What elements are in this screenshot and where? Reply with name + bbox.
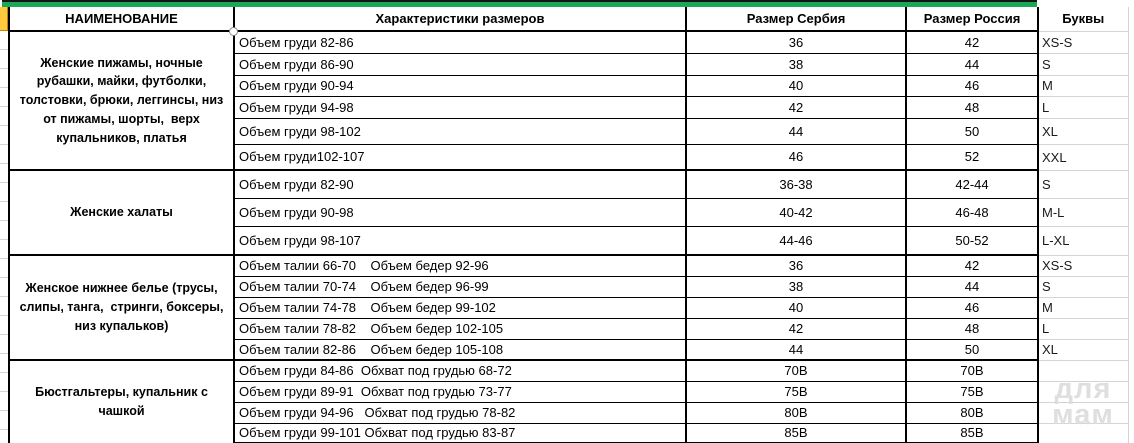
letters-cell[interactable]: XS-S <box>1037 31 1129 54</box>
serbia-size-cell[interactable]: 38 <box>685 52 907 76</box>
characteristic-cell[interactable]: Объем груди 84-86 Обхват под грудью 68-7… <box>233 359 687 382</box>
russia-size-cell[interactable]: 42 <box>905 254 1039 277</box>
letters-cell[interactable] <box>1037 381 1129 403</box>
characteristic-cell[interactable]: Объем талии 82-86 Объем бедер 105-108 <box>233 338 687 361</box>
characteristic-cell[interactable]: Объем груди 99-101 Обхват под грудью 83-… <box>233 422 687 443</box>
serbia-size-cell[interactable]: 40 <box>685 74 907 97</box>
characteristic-cell[interactable]: Объем груди 94-96 Обхват под грудью 78-8… <box>233 401 687 424</box>
serbia-size-cell[interactable]: 40 <box>685 296 907 319</box>
letters-cell[interactable]: M <box>1037 297 1129 319</box>
russia-size-cell[interactable]: 44 <box>905 275 1039 298</box>
letters-cell[interactable]: M-L <box>1037 198 1129 227</box>
letters-cell[interactable]: S <box>1037 276 1129 298</box>
characteristic-cell[interactable]: Объем талии 78-82 Объем бедер 102-105 <box>233 317 687 340</box>
characteristic-cell[interactable]: Объем груди102-107 <box>233 143 687 171</box>
serbia-size-cell[interactable]: 36-38 <box>685 169 907 199</box>
characteristic-cell[interactable]: Объем груди 90-98 <box>233 197 687 227</box>
serbia-size-cell[interactable]: 40-42 <box>685 197 907 227</box>
characteristic-cell[interactable]: Объем талии 74-78 Объем бедер 99-102 <box>233 296 687 319</box>
characteristic-cell[interactable]: Объем груди 82-90 <box>233 169 687 199</box>
serbia-size-cell[interactable]: 38 <box>685 275 907 298</box>
characteristic-cell[interactable]: Объем талии 70-74 Объем бедер 96-99 <box>233 275 687 298</box>
russia-size-cell[interactable]: 75В <box>905 380 1039 403</box>
russia-size-cell[interactable]: 50 <box>905 117 1039 145</box>
russia-size-cell[interactable]: 42-44 <box>905 169 1039 199</box>
russia-size-cell[interactable]: 44 <box>905 52 1039 76</box>
serbia-size-cell[interactable]: 42 <box>685 95 907 119</box>
serbia-size-cell[interactable]: 85В <box>685 422 907 443</box>
russia-size-cell[interactable]: 46 <box>905 74 1039 97</box>
group-name-cell[interactable]: Женские халаты <box>8 169 235 256</box>
serbia-size-cell[interactable]: 80В <box>685 401 907 424</box>
serbia-size-cell[interactable]: 44 <box>685 117 907 145</box>
characteristic-cell[interactable]: Объем груди 82-86 <box>233 30 687 54</box>
letters-cell[interactable] <box>1037 360 1129 382</box>
size-chart-table: НАИМЕНОВАНИЕ Характеристики размеров Раз… <box>8 7 1129 443</box>
russia-size-cell[interactable]: 70В <box>905 359 1039 382</box>
characteristic-cell[interactable]: Объем талии 66-70 Объем бедер 92-96 <box>233 254 687 277</box>
column-header-characteristics[interactable]: Характеристики размеров <box>233 7 687 32</box>
row-header-stub <box>0 7 8 31</box>
column-header-size-serbia[interactable]: Размер Сербия <box>685 7 907 32</box>
serbia-size-cell[interactable]: 46 <box>685 143 907 171</box>
green-accent-bar <box>2 0 1037 7</box>
letters-cell[interactable] <box>1037 402 1129 424</box>
serbia-size-cell[interactable]: 42 <box>685 317 907 340</box>
selection-handle[interactable] <box>229 27 238 36</box>
letters-cell[interactable]: XS-S <box>1037 255 1129 277</box>
russia-size-cell[interactable]: 48 <box>905 317 1039 340</box>
letters-cell[interactable]: XL <box>1037 339 1129 361</box>
sheet-margin-gridlines <box>0 31 8 443</box>
russia-size-cell[interactable]: 80В <box>905 401 1039 424</box>
characteristic-cell[interactable]: Объем груди 86-90 <box>233 52 687 76</box>
serbia-size-cell[interactable]: 70В <box>685 359 907 382</box>
serbia-size-cell[interactable]: 75В <box>685 380 907 403</box>
column-header-name[interactable]: НАИМЕНОВАНИЕ <box>8 7 235 32</box>
letters-cell[interactable]: L-XL <box>1037 226 1129 256</box>
characteristic-cell[interactable]: Объем груди 94-98 <box>233 95 687 119</box>
serbia-size-cell[interactable]: 36 <box>685 30 907 54</box>
letters-cell[interactable]: S <box>1037 53 1129 76</box>
characteristic-cell[interactable]: Объем груди 98-107 <box>233 225 687 256</box>
russia-size-cell[interactable]: 50-52 <box>905 225 1039 256</box>
letters-cell[interactable]: XXL <box>1037 144 1129 171</box>
russia-size-cell[interactable]: 46-48 <box>905 197 1039 227</box>
letters-cell[interactable]: XL <box>1037 118 1129 145</box>
letters-cell[interactable] <box>1037 423 1129 443</box>
group-name-cell[interactable]: Бюстгальтеры, купальник с чашкой <box>8 359 235 443</box>
characteristic-cell[interactable]: Объем груди 98-102 <box>233 117 687 145</box>
serbia-size-cell[interactable]: 44-46 <box>685 225 907 256</box>
letters-cell[interactable]: M <box>1037 75 1129 97</box>
characteristic-cell[interactable]: Объем груди 90-94 <box>233 74 687 97</box>
serbia-size-cell[interactable]: 36 <box>685 254 907 277</box>
group-name-cell[interactable]: Женское нижнее белье (трусы, слипы, танг… <box>8 254 235 361</box>
letters-cell[interactable]: S <box>1037 170 1129 199</box>
russia-size-cell[interactable]: 46 <box>905 296 1039 319</box>
letters-cell[interactable]: L <box>1037 318 1129 340</box>
column-header-size-russia[interactable]: Размер Россия <box>905 7 1039 32</box>
russia-size-cell[interactable]: 52 <box>905 143 1039 171</box>
russia-size-cell[interactable]: 85В <box>905 422 1039 443</box>
serbia-size-cell[interactable]: 44 <box>685 338 907 361</box>
russia-size-cell[interactable]: 42 <box>905 30 1039 54</box>
letters-cell[interactable]: L <box>1037 96 1129 119</box>
group-name-cell[interactable]: Женские пижамы, ночные рубашки, майки, ф… <box>8 30 235 171</box>
column-header-letters[interactable]: Буквы <box>1037 7 1129 32</box>
russia-size-cell[interactable]: 48 <box>905 95 1039 119</box>
russia-size-cell[interactable]: 50 <box>905 338 1039 361</box>
characteristic-cell[interactable]: Объем груди 89-91 Обхват под грудью 73-7… <box>233 380 687 403</box>
